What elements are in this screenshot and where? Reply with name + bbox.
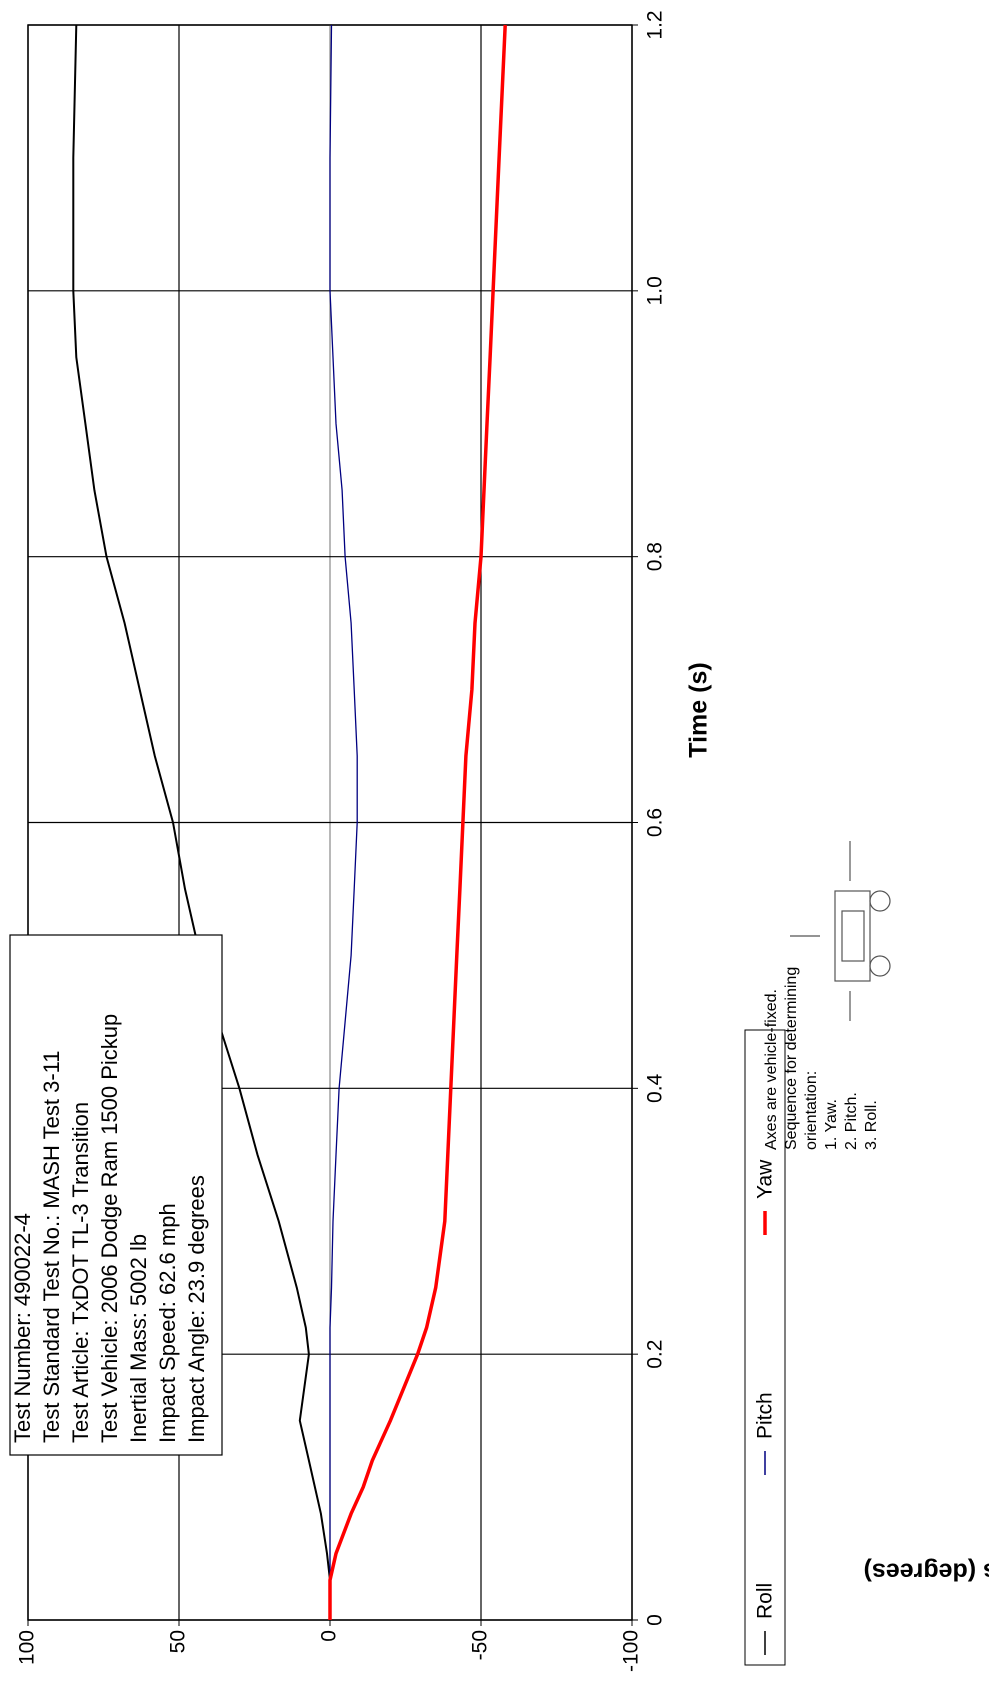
info-text: Test Article: TxDOT TL-3 Transition <box>68 1102 93 1443</box>
info-box <box>9 934 223 1456</box>
x-axis-title: Time (s) <box>685 662 713 757</box>
note-text: 1. Yaw. <box>823 1099 840 1150</box>
vehicle-diagram <box>790 841 891 1021</box>
x-tick-label: 0.6 <box>644 808 667 837</box>
x-tick-label: 1.2 <box>644 10 667 39</box>
legend <box>744 1029 786 1666</box>
note-text: orientation: <box>803 1071 820 1150</box>
info-text: Test Standard Test No.: MASH Test 3-11 <box>39 1050 64 1443</box>
y-tick-label: 50 <box>167 1630 190 1653</box>
legend-label: Pitch <box>754 1392 777 1439</box>
x-tick-label: 0.2 <box>644 1340 667 1369</box>
legend-label: Yaw <box>754 1159 777 1199</box>
info-text: Impact Speed: 62.6 mph <box>155 1203 180 1443</box>
legend-label: Roll <box>754 1583 777 1619</box>
y-tick-label: -50 <box>469 1630 492 1660</box>
info-text: Inertial Mass: 5002 lb <box>126 1234 151 1443</box>
info-text: Test Number: 490022-4 <box>10 1213 35 1443</box>
info-text: Test Vehicle: 2006 Dodge Ram 1500 Pickup <box>97 1014 122 1443</box>
x-tick-label: 0 <box>644 1614 667 1626</box>
note-text: 2. Pitch. <box>843 1092 860 1150</box>
series-line <box>328 24 507 1620</box>
info-text: Impact Angle: 23.9 degrees <box>184 1175 209 1443</box>
rotated-frame: -100 -50 0 50 100 0 0.2 0.4 0.6 0.8 1.0 1.2 Time (s)… <box>9 10 989 1672</box>
y-tick-label: 100 <box>16 1630 39 1665</box>
x-tick-label: 1.0 <box>644 276 667 305</box>
series-line <box>329 24 358 1620</box>
x-tick-label: 0.8 <box>644 542 667 571</box>
y-tick-label: -100 <box>620 1630 643 1672</box>
note-text: 3. Roll. <box>863 1100 880 1150</box>
x-tick-label: 0.4 <box>644 1073 667 1103</box>
note-text: Sequence for determining <box>783 967 800 1150</box>
y-tick-label: 0 <box>318 1630 341 1642</box>
note-text: Axes are vehicle-fixed. <box>763 989 780 1150</box>
y-axis-title: Angles (degrees) <box>864 1557 989 1585</box>
